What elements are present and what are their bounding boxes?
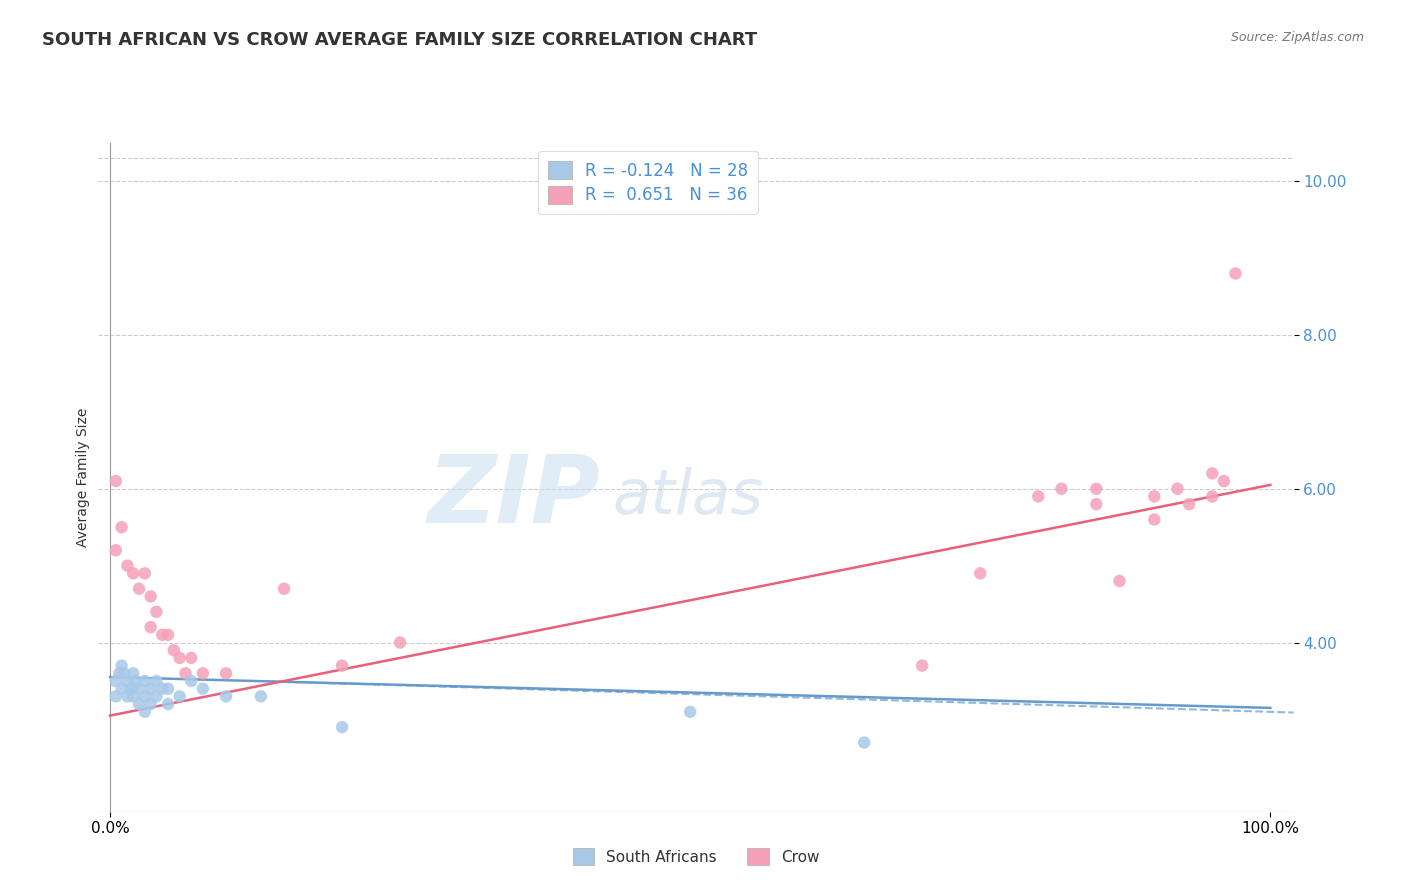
Point xyxy=(1166,482,1188,496)
Point xyxy=(134,566,156,581)
Point xyxy=(1143,490,1166,504)
Point xyxy=(117,558,139,573)
Point xyxy=(969,566,991,581)
Point xyxy=(1085,482,1108,496)
Point xyxy=(330,720,353,734)
Point xyxy=(911,658,934,673)
Point xyxy=(128,697,150,711)
Point xyxy=(1085,497,1108,511)
Point xyxy=(117,690,139,704)
Point xyxy=(134,705,156,719)
Point xyxy=(122,681,145,696)
Point xyxy=(117,673,139,688)
Point xyxy=(122,690,145,704)
Point xyxy=(853,735,876,749)
Text: ZIP: ZIP xyxy=(427,451,600,543)
Point xyxy=(215,690,238,704)
Point xyxy=(122,666,145,681)
Point xyxy=(139,697,162,711)
Point xyxy=(104,673,127,688)
Point xyxy=(174,666,197,681)
Point xyxy=(104,474,127,488)
Point xyxy=(180,651,202,665)
Point xyxy=(145,673,167,688)
Point xyxy=(330,658,353,673)
Point xyxy=(180,673,202,688)
Point xyxy=(150,681,173,696)
Point xyxy=(139,681,162,696)
Point xyxy=(1026,490,1049,504)
Point xyxy=(250,690,273,704)
Point xyxy=(112,666,135,681)
Point xyxy=(169,690,191,704)
Point xyxy=(157,681,180,696)
Point xyxy=(145,690,167,704)
Y-axis label: Average Family Size: Average Family Size xyxy=(76,408,90,547)
Point xyxy=(111,520,134,534)
Point xyxy=(122,566,145,581)
Point xyxy=(157,697,180,711)
Legend: South Africans, Crow: South Africans, Crow xyxy=(567,842,825,871)
Point xyxy=(139,590,162,604)
Point xyxy=(157,628,180,642)
Point xyxy=(124,673,146,688)
Point xyxy=(191,681,214,696)
Point xyxy=(389,635,412,649)
Point xyxy=(120,681,142,696)
Text: Source: ZipAtlas.com: Source: ZipAtlas.com xyxy=(1230,31,1364,45)
Point xyxy=(150,628,173,642)
Point xyxy=(1212,474,1234,488)
Point xyxy=(139,620,162,634)
Text: atlas: atlas xyxy=(612,467,763,527)
Point xyxy=(273,582,295,596)
Point xyxy=(134,690,156,704)
Point xyxy=(163,643,186,657)
Point xyxy=(1178,497,1201,511)
Point xyxy=(1108,574,1130,588)
Point xyxy=(111,681,134,696)
Point xyxy=(1050,482,1073,496)
Point xyxy=(191,666,214,681)
Point xyxy=(128,582,150,596)
Point xyxy=(679,705,702,719)
Point xyxy=(1143,512,1166,526)
Point xyxy=(215,666,238,681)
Text: SOUTH AFRICAN VS CROW AVERAGE FAMILY SIZE CORRELATION CHART: SOUTH AFRICAN VS CROW AVERAGE FAMILY SIZ… xyxy=(42,31,758,49)
Point xyxy=(108,666,131,681)
Point xyxy=(1201,490,1223,504)
Point xyxy=(1225,267,1247,281)
Point xyxy=(134,673,156,688)
Point xyxy=(104,690,127,704)
Point xyxy=(104,543,127,558)
Point xyxy=(145,605,167,619)
Point xyxy=(111,658,134,673)
Point xyxy=(128,681,150,696)
Point xyxy=(169,651,191,665)
Point xyxy=(1201,467,1223,481)
